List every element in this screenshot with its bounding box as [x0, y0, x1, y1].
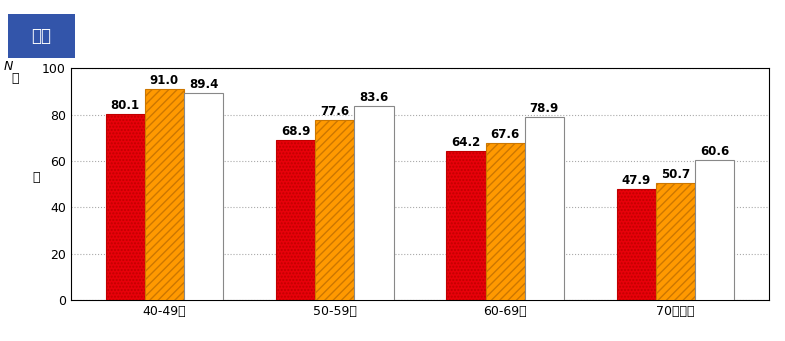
Text: 78.9: 78.9: [530, 102, 559, 115]
Bar: [315, 120, 354, 300]
Text: 89.4: 89.4: [189, 78, 218, 91]
Bar: [524, 117, 564, 300]
Text: 67.6: 67.6: [491, 129, 520, 142]
Text: 91.0: 91.0: [150, 74, 179, 87]
Bar: [105, 114, 144, 300]
Bar: [617, 189, 656, 300]
Bar: [486, 143, 524, 300]
Text: 47.9: 47.9: [622, 174, 651, 187]
Text: N: N: [4, 60, 13, 73]
Text: 68.9: 68.9: [281, 125, 310, 138]
Bar: [656, 182, 696, 300]
Bar: [447, 151, 486, 300]
Text: ％: ％: [12, 72, 20, 85]
Bar: [696, 160, 735, 300]
Bar: [354, 106, 393, 300]
Bar: [144, 89, 184, 300]
Text: 60.6: 60.6: [700, 145, 729, 158]
Text: 64.2: 64.2: [451, 136, 480, 149]
Text: 77.6: 77.6: [320, 105, 349, 118]
Text: 83.6: 83.6: [360, 91, 389, 104]
Text: 男性: 男性: [31, 27, 51, 45]
Text: 50.7: 50.7: [661, 168, 690, 181]
Bar: [184, 93, 223, 300]
Y-axis label: ％: ％: [33, 171, 40, 184]
Text: 80.1: 80.1: [111, 100, 140, 113]
Bar: [276, 140, 315, 300]
